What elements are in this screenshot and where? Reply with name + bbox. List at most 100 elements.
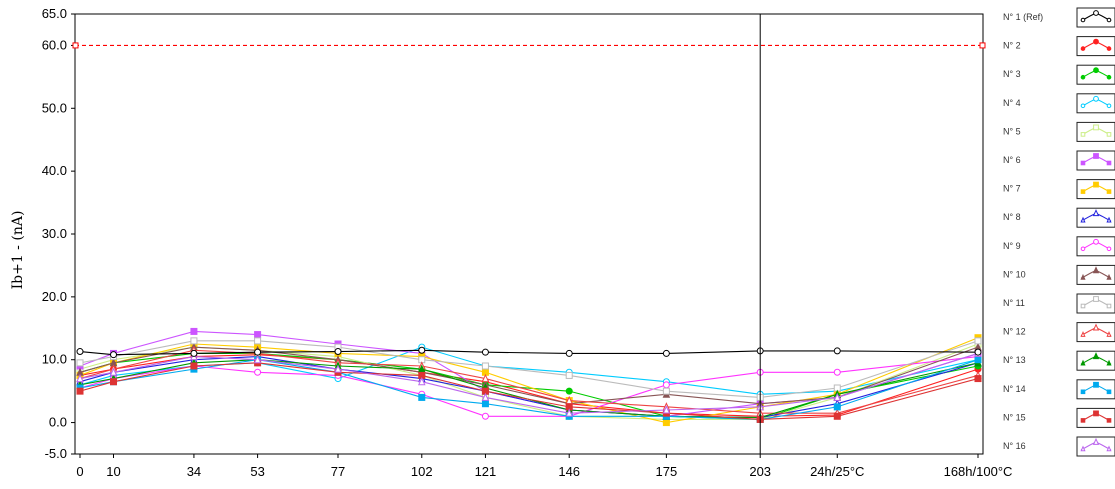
- legend-swatch: [1076, 293, 1115, 314]
- legend-item: N° 14: [1003, 379, 1115, 400]
- legend-swatch-marker: [1106, 216, 1112, 223]
- legend-item: N° 8: [1003, 207, 1115, 228]
- data-point: [190, 337, 198, 345]
- legend-item: N° 7: [1003, 179, 1115, 200]
- legend-swatch-marker: [1106, 246, 1112, 252]
- y-axis-ticks: 65.0 60.0 50.0 40.0 30.0 20.0 10.0 0.0 -5.0: [42, 6, 75, 461]
- legend-label: N° 15: [1003, 412, 1026, 422]
- legend-swatch-marker: [1093, 181, 1099, 188]
- legend-swatch-marker: [1092, 323, 1100, 331]
- legend-swatch: [1076, 350, 1115, 371]
- reference-line-group: [72, 42, 986, 49]
- legend-label: N° 2: [1003, 41, 1021, 51]
- plot-frame: [74, 13, 984, 455]
- legend-swatch-marker: [1106, 273, 1112, 280]
- data-point: [974, 337, 982, 345]
- data-point: [662, 405, 671, 414]
- legend-swatch-marker: [1092, 209, 1100, 217]
- legend-swatch-marker: [1106, 418, 1112, 423]
- legend-label: N° 8: [1003, 212, 1021, 222]
- legend-swatch-marker: [1093, 38, 1099, 45]
- legend-swatch-marker: [1080, 246, 1086, 252]
- legend-swatch: [1076, 7, 1115, 28]
- x-tick-label: 53: [250, 464, 264, 479]
- x-axis-ticks: 0 10 34 53 77 102 121 146 175 203 24h/25°C 168h/100…: [76, 454, 1012, 479]
- legend-swatch-marker: [1093, 153, 1099, 159]
- y-tick-label: 50.0: [42, 100, 67, 115]
- x-tick-label: 168h/100°C: [944, 464, 1013, 479]
- y-tick-label: -5.0: [45, 446, 67, 461]
- data-point: [974, 348, 982, 356]
- x-tick-label: 34: [187, 464, 201, 479]
- legend-swatch-marker: [1092, 437, 1100, 445]
- data-point: [974, 356, 982, 364]
- legend-swatch-marker: [1080, 418, 1086, 423]
- legend-swatch-marker: [1106, 103, 1112, 109]
- y-axis-title: Ib+1 - (nA): [10, 211, 26, 290]
- data-point: [254, 331, 262, 339]
- data-point: [190, 327, 198, 335]
- legend-swatch-marker: [1080, 46, 1086, 51]
- series-line: [79, 359, 979, 420]
- legend-label: N° 1 (Ref): [1003, 12, 1043, 22]
- legend-swatch-marker: [1080, 74, 1086, 80]
- legend-label: N° 3: [1003, 69, 1021, 79]
- legend-swatch: [1076, 121, 1115, 142]
- x-tick-label: 175: [656, 464, 678, 479]
- legend-swatch-marker: [1080, 160, 1086, 166]
- legend-item: N° 15: [1003, 407, 1115, 428]
- legend-label: N° 6: [1003, 155, 1021, 165]
- legend-swatch: [1076, 36, 1115, 57]
- legend-swatch-marker: [1093, 381, 1099, 388]
- legend-swatch: [1076, 150, 1115, 171]
- series-1: [76, 346, 982, 359]
- legend-swatch-marker: [1093, 238, 1099, 245]
- data-point: [481, 348, 489, 356]
- legend-swatch-marker: [1080, 303, 1086, 309]
- legend-swatch: [1076, 236, 1115, 257]
- data-point: [334, 348, 342, 356]
- legend-swatch-marker: [1093, 410, 1099, 417]
- legend-swatch-marker: [1080, 189, 1086, 194]
- x-tick-label: 10: [106, 464, 120, 479]
- legend-item: N° 4: [1003, 93, 1115, 114]
- reference-line-marker: [72, 42, 79, 49]
- legend-label: N° 11: [1003, 298, 1025, 308]
- data-point: [418, 346, 426, 354]
- legend-swatch-marker: [1080, 103, 1086, 109]
- legend-label: N° 12: [1003, 327, 1026, 337]
- data-point: [76, 373, 84, 383]
- legend-label: N° 7: [1003, 184, 1021, 194]
- x-tick-label: 0: [76, 464, 83, 479]
- y-tick-label: 30.0: [42, 226, 67, 241]
- legend-item: N° 5: [1003, 121, 1115, 142]
- legend-swatch-marker: [1093, 10, 1099, 16]
- legend-swatch-marker: [1080, 331, 1086, 337]
- legend-swatch-marker: [1106, 303, 1112, 309]
- legend-swatch: [1076, 322, 1115, 343]
- x-tick-label: 77: [331, 464, 345, 479]
- legend-label: N° 13: [1003, 355, 1026, 365]
- series-line: [79, 349, 979, 356]
- data-point: [565, 349, 573, 357]
- legend-swatch-marker: [1080, 389, 1086, 395]
- reference-line-marker: [979, 42, 986, 49]
- data-point: [76, 387, 84, 395]
- data-point: [565, 387, 573, 395]
- data-point: [662, 381, 670, 389]
- legend-swatch-marker: [1080, 359, 1086, 366]
- data-point: [190, 349, 198, 357]
- legend-swatch-marker: [1106, 189, 1112, 194]
- series-15: [76, 359, 982, 423]
- legend-swatch-marker: [1093, 124, 1099, 131]
- legend-swatch: [1076, 436, 1115, 457]
- legend-item: N° 3: [1003, 64, 1115, 85]
- legend-item: N° 16: [1003, 436, 1115, 457]
- legend-swatch-marker: [1106, 389, 1112, 395]
- legend-swatch-marker: [1106, 331, 1112, 337]
- legend-item: N° 9: [1003, 236, 1115, 257]
- series-line: [79, 352, 979, 414]
- legend-item: N° 6: [1003, 150, 1115, 171]
- legend-swatch-marker: [1106, 46, 1112, 51]
